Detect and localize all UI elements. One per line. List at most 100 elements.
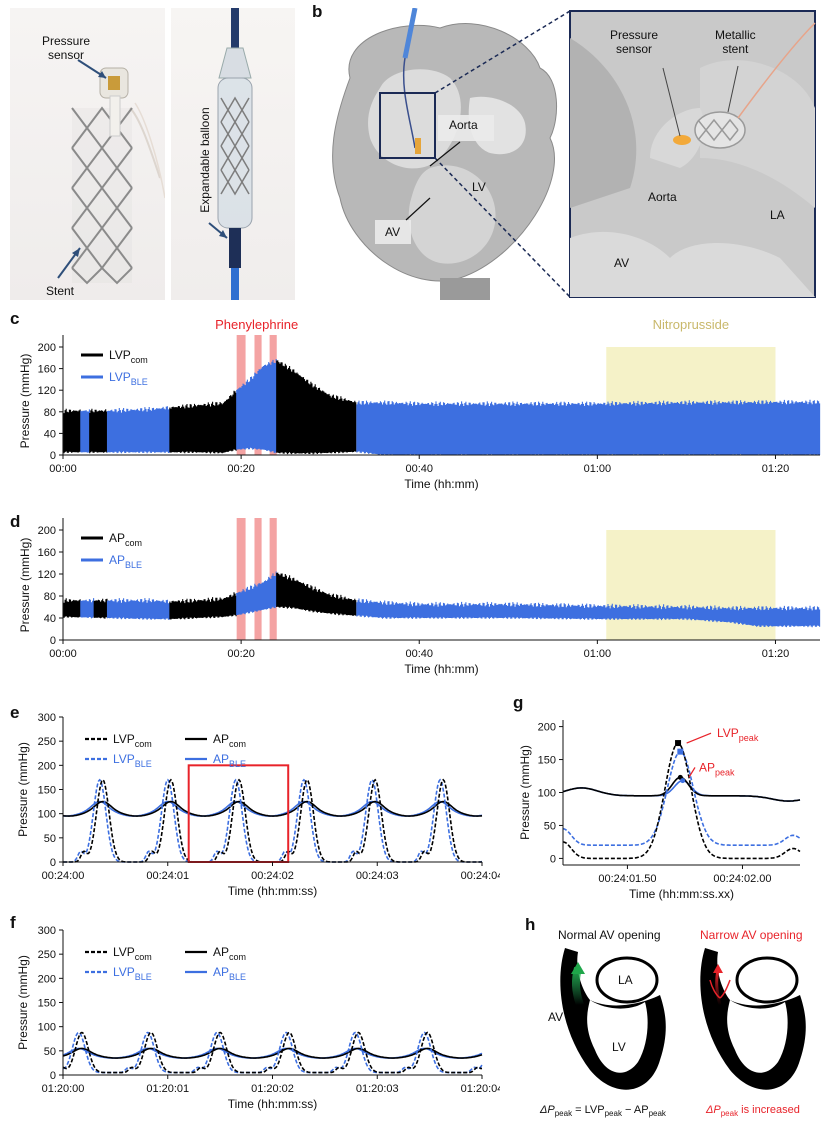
- label-zoom-metallic-stent: Metallic stent: [715, 28, 756, 56]
- stent-illustration: [57, 59, 165, 285]
- x-tick-label: 00:24:00: [42, 870, 85, 882]
- x-tick-label: 00:24:04: [461, 870, 500, 882]
- heart-illustration: [332, 8, 816, 300]
- trace-segment-LVPBLE: [356, 399, 821, 455]
- y-tick-label: 160: [38, 364, 56, 376]
- y-axis-label: Pressure (mmHg): [518, 745, 532, 840]
- panel-letter-g: g: [513, 693, 524, 712]
- x-tick-label: 00:40: [405, 463, 433, 475]
- y-axis-label: Pressure (mmHg): [18, 354, 32, 449]
- y-tick-label: 300: [38, 712, 56, 724]
- series-ap-ble: [62, 1047, 483, 1059]
- x-tick-label: 01:20:02: [251, 1083, 294, 1095]
- x-axis-label: Time (hh:mm:ss): [228, 1097, 318, 1111]
- trace-path: [356, 399, 821, 455]
- chart-g: LVPpeak APpeak 0 50 100 150 200 00:24:01.50 00:2…: [518, 720, 801, 901]
- marker-ap-ble-peak: [680, 778, 686, 784]
- legend-label: APBLE: [213, 752, 246, 769]
- legend-label: LVPBLE: [109, 370, 148, 387]
- label-aorta-heart: Aorta: [449, 118, 478, 132]
- legend-label: LVPcom: [109, 348, 148, 365]
- phenylephrine-band: [236, 518, 246, 640]
- x-tick-label: 01:20:01: [146, 1083, 189, 1095]
- legend-label: APBLE: [109, 553, 142, 570]
- trace-segment-APcom: [169, 592, 237, 620]
- y-tick-label: 80: [44, 407, 56, 419]
- trace-segment-LVPcom: [276, 360, 357, 455]
- label-lv-heart: LV: [472, 180, 486, 194]
- narrow-heart: [700, 948, 806, 1090]
- label-h-av: AV: [548, 1010, 564, 1024]
- panel-letter-b: b: [312, 2, 323, 21]
- series-lvp-com: [62, 1031, 483, 1074]
- trace-path: [62, 598, 81, 618]
- delta-p-equation: ΔPpeak = LVPpeak − APpeak: [540, 1104, 666, 1119]
- trace-path: [106, 598, 171, 620]
- chart-e: 0 50 100 150 200 250 300 00:24:00 00:24:01 00:24:…: [16, 712, 500, 898]
- normal-heart: [560, 948, 666, 1090]
- y-tick-label: 150: [38, 785, 56, 797]
- y-tick-label: 100: [38, 1022, 56, 1034]
- x-axis-label: Time (hh:mm): [404, 662, 478, 676]
- y-tick-label: 200: [538, 722, 556, 734]
- x-tick-label: 01:00: [584, 648, 612, 660]
- label-h-la: LA: [618, 973, 633, 987]
- trace-path: [80, 409, 90, 453]
- legend-label: LVPcom: [113, 732, 152, 749]
- label-av-heart: AV: [385, 225, 401, 239]
- y-tick-label: 250: [38, 949, 56, 961]
- label-zoom-av: AV: [614, 256, 630, 270]
- balloon-photo: Expandable balloon: [171, 8, 295, 300]
- x-axis-label: Time (hh:mm:ss.xx): [629, 887, 734, 901]
- trace-segment-LVPBLE: [236, 359, 277, 454]
- y-tick-label: 100: [538, 788, 556, 800]
- legend-label: LVPcom: [113, 945, 152, 962]
- trace-path: [276, 360, 357, 455]
- x-tick-label: 01:00: [584, 463, 612, 475]
- y-tick-label: 0: [550, 853, 556, 865]
- y-tick-label: 50: [544, 820, 556, 832]
- trace-segment-APBLE: [106, 598, 171, 620]
- x-tick-label: 01:20:04: [461, 1083, 500, 1095]
- y-axis-label: Pressure (mmHg): [16, 742, 30, 837]
- x-tick-label: 00:00: [49, 648, 77, 660]
- y-tick-label: 200: [38, 342, 56, 354]
- trace-segment-APcom: [62, 598, 81, 618]
- y-tick-label: 80: [44, 591, 56, 603]
- panel-letter-c: c: [10, 309, 20, 328]
- stent-photo: Pressure sensor Stent: [10, 8, 165, 300]
- panel-letter-f: f: [10, 913, 16, 932]
- x-tick-label: 00:24:01.50: [598, 873, 656, 885]
- annotation-lvp-peak: LVPpeak: [717, 726, 759, 743]
- marker-lvp-ble-peak: [677, 748, 684, 755]
- y-tick-label: 150: [538, 755, 556, 767]
- label-zoom-la: LA: [770, 208, 785, 222]
- x-tick-label: 00:24:01: [146, 870, 189, 882]
- x-tick-label: 00:24:02.00: [713, 873, 771, 885]
- y-tick-label: 50: [44, 1046, 56, 1058]
- trace-path: [62, 408, 81, 454]
- y-tick-label: 50: [44, 833, 56, 845]
- label-zoom-aorta: Aorta: [648, 190, 677, 204]
- balloon-illustration: [208, 8, 253, 300]
- series-lvp-ble: [562, 750, 801, 846]
- marker-lvp-com-peak: [675, 740, 682, 747]
- annotation-phenylephrine: Phenylephrine: [215, 317, 298, 332]
- y-tick-label: 120: [38, 385, 56, 397]
- trace-path: [106, 406, 171, 454]
- y-tick-label: 120: [38, 569, 56, 581]
- y-tick-label: 0: [50, 635, 56, 647]
- trace-segment-LVPBLE: [106, 406, 171, 454]
- series-lvp-ble: [63, 778, 483, 863]
- y-tick-label: 40: [44, 613, 56, 625]
- annotation-line-lvp: [686, 732, 712, 744]
- trace-segment-APBLE: [236, 571, 277, 616]
- x-tick-label: 01:20: [762, 648, 790, 660]
- series-lvp-ble: [62, 1031, 483, 1074]
- trace-segment-LVPcom: [169, 390, 237, 454]
- legend-label: LVPBLE: [113, 752, 152, 769]
- y-tick-label: 40: [44, 428, 56, 440]
- trace-path: [80, 598, 95, 619]
- trace-segment-LVPcom: [62, 408, 81, 454]
- trace-path: [169, 390, 237, 454]
